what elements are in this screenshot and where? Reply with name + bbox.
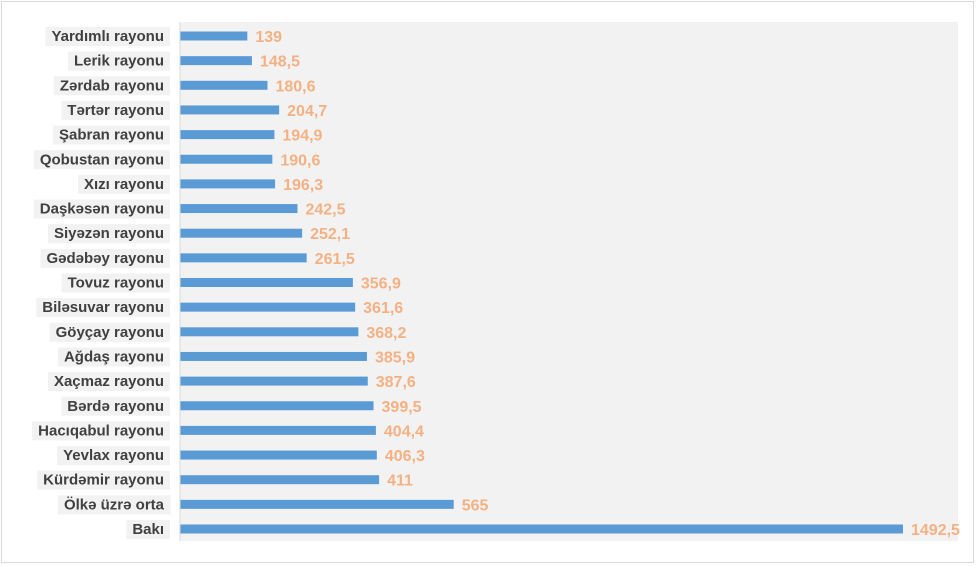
category-label: Bakı	[132, 521, 164, 538]
category-label-bg	[61, 273, 170, 293]
category-label-bg	[32, 421, 170, 441]
bar	[180, 105, 280, 115]
bar	[180, 31, 248, 41]
bar	[180, 228, 303, 238]
data-label: 148,5	[260, 54, 300, 71]
category-label: Yevlax rayonu	[63, 447, 164, 464]
data-label: 404,4	[384, 423, 424, 440]
category-label: Şabran rayonu	[59, 127, 164, 144]
data-label: 252,1	[310, 226, 350, 243]
category-label-bg	[126, 520, 170, 539]
data-label: 399,5	[382, 399, 422, 416]
data-label: 194,9	[282, 128, 322, 145]
data-label: 368,2	[366, 325, 406, 342]
category-label-bg	[77, 174, 170, 194]
category-label: Xaçmaz rayonu	[54, 373, 164, 390]
category-label: Göyçay rayonu	[56, 324, 164, 341]
data-label: 356,9	[361, 276, 401, 293]
category-label: Lerik rayonu	[74, 53, 164, 70]
category-label-bg	[52, 125, 170, 145]
bar	[180, 376, 368, 386]
category-label: Qobustan rayonu	[40, 151, 164, 168]
bar	[180, 351, 367, 361]
bar	[180, 302, 356, 312]
category-label: Biləsuvar rayonu	[42, 299, 164, 316]
category-label-bg	[47, 372, 170, 392]
data-label: 361,6	[363, 300, 403, 317]
bar	[180, 56, 252, 66]
data-label: 411	[387, 473, 413, 490]
bar	[180, 524, 903, 534]
data-label: 406,3	[385, 448, 425, 465]
category-label-bg	[57, 446, 170, 466]
data-label: 180,6	[275, 78, 315, 95]
bar	[180, 425, 376, 435]
data-label: 196,3	[283, 177, 323, 194]
category-label: Daşkəsən rayonu	[40, 201, 164, 218]
category-label: Kürdəmir rayonu	[43, 472, 164, 489]
bar	[180, 253, 307, 263]
data-label: 565	[462, 497, 489, 514]
category-label-bg	[49, 322, 170, 342]
data-label: 1492,5	[911, 522, 960, 539]
bar	[180, 204, 298, 214]
category-label: Zərdab rayonu	[60, 77, 164, 94]
data-label: 385,9	[375, 349, 415, 366]
bar	[180, 130, 275, 140]
data-label: 242,5	[305, 202, 345, 219]
bar	[180, 327, 359, 337]
data-label: 204,7	[287, 103, 327, 120]
category-label: Ölkə üzrə orta	[64, 496, 165, 513]
data-label: 261,5	[315, 251, 355, 268]
category-label-bg	[61, 396, 170, 416]
bar	[180, 154, 273, 164]
category-label: Yardımlı rayonu	[51, 28, 164, 45]
category-label-bg	[45, 27, 170, 46]
bar	[180, 475, 380, 485]
category-label: Hacıqabul rayonu	[38, 422, 164, 439]
bar	[180, 80, 268, 90]
category-label: Bərdə rayonu	[67, 398, 164, 415]
category-label-bg	[36, 298, 170, 318]
category-label-bg	[47, 224, 170, 244]
data-label: 190,6	[280, 152, 320, 169]
category-label-bg	[40, 248, 170, 268]
bar	[180, 278, 353, 287]
category-label-bg	[33, 199, 170, 219]
category-label-bg	[57, 495, 171, 515]
category-label: Siyəzən rayonu	[54, 225, 164, 242]
category-label-bg	[33, 150, 170, 170]
bar	[180, 401, 374, 411]
category-label: Tovuz rayonu	[68, 275, 164, 292]
bar	[180, 450, 377, 460]
category-label-bg	[53, 76, 170, 96]
data-label: 139	[255, 29, 282, 46]
category-label: Tərtər rayonu	[67, 102, 164, 119]
category-label: Ağdaş rayonu	[64, 348, 164, 365]
category-label-bg	[61, 100, 170, 120]
category-label-bg	[37, 470, 170, 490]
category-label: Gədəbəy rayonu	[46, 250, 164, 267]
category-label: Xızı rayonu	[84, 176, 164, 193]
data-label: 387,6	[376, 374, 416, 391]
bar	[180, 499, 454, 509]
category-label-bg	[67, 51, 170, 71]
bar	[180, 179, 276, 189]
category-label-bg	[57, 347, 170, 367]
